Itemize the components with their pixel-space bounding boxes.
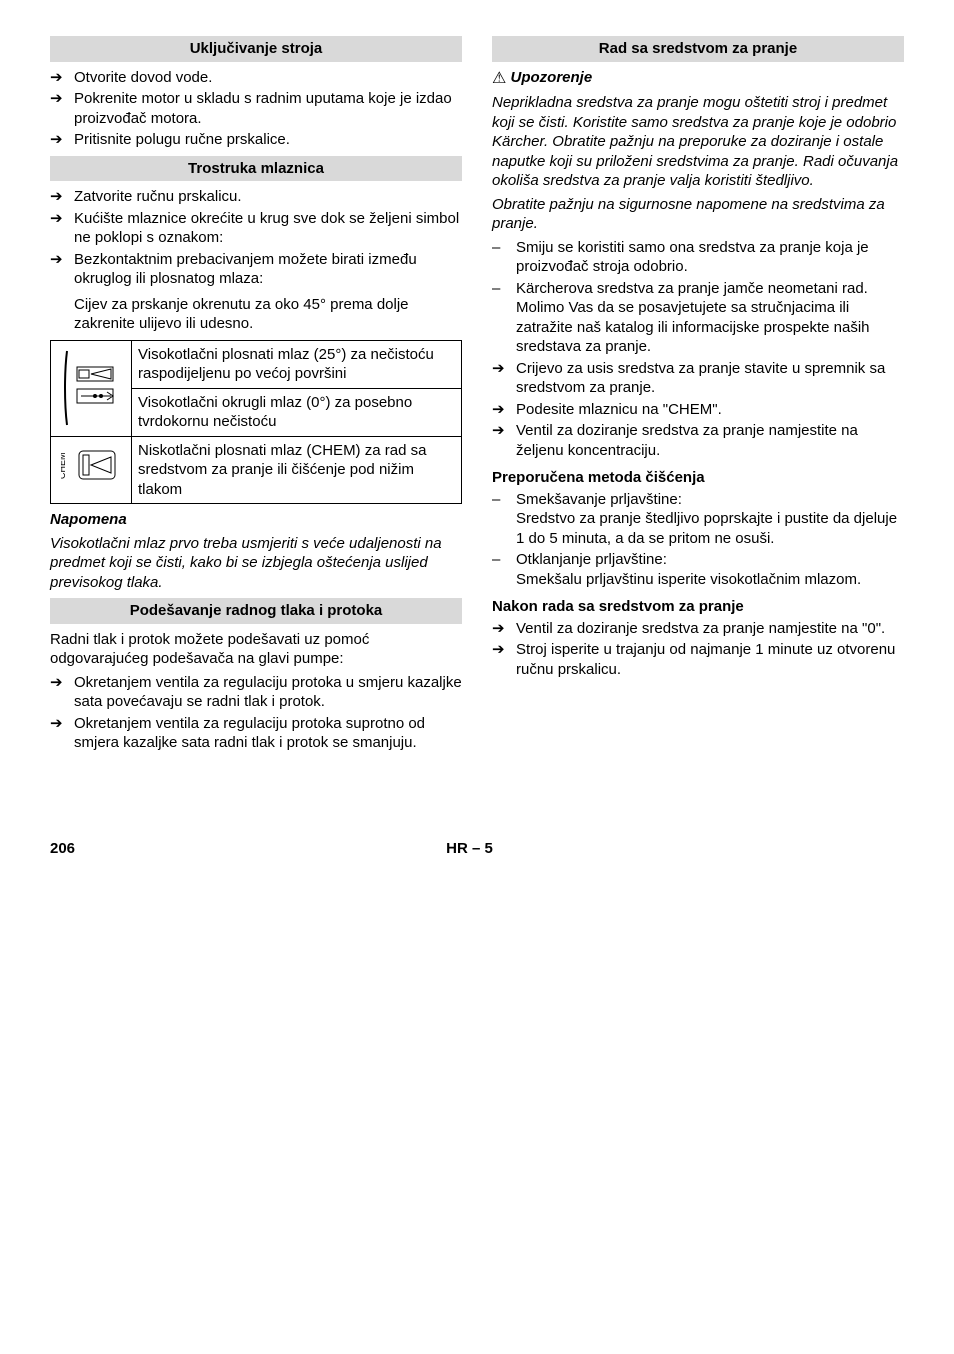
list-item: Kućište mlaznice okrećite u krug sve dok…: [50, 209, 462, 248]
section-header: Trostruka mlaznica: [50, 156, 462, 182]
list-item: Podesite mlaznicu na "CHEM".: [492, 400, 904, 420]
list-item: Smekšavanje prljavštine: Sredstvo za pra…: [492, 490, 904, 549]
list-item: Pokrenite motor u skladu s radnim uputam…: [50, 89, 462, 128]
nozzle-icon-cell: [51, 340, 132, 436]
list-item: Smiju se koristiti samo ona sredstva za …: [492, 238, 904, 277]
arrow-list: Ventil za doziranje sredstva za pranje n…: [492, 619, 904, 680]
page-code: HR – 5: [75, 839, 864, 859]
list-item-body: Smekšalu prljavštinu isperite visokotlač…: [516, 571, 861, 588]
arrow-list: Zatvorite ručnu prskalicu. Kućište mlazn…: [50, 187, 462, 289]
arrow-list: Crijevo za usis sredstva za pranje stavi…: [492, 359, 904, 461]
nozzle-icon-cell: CHEM: [51, 436, 132, 504]
list-item: Bezkontaktnim prebacivanjem možete birat…: [50, 250, 462, 289]
list-item: Otvorite dovod vode.: [50, 68, 462, 88]
list-item: Okretanjem ventila za regulaciju protoka…: [50, 673, 462, 712]
list-item-title: Smekšavanje prljavštine:: [516, 491, 682, 508]
list-item: Otklanjanje prljavštine: Smekšalu prljav…: [492, 550, 904, 589]
list-item: Okretanjem ventila za regulaciju protoka…: [50, 714, 462, 753]
dash-list: Smiju se koristiti samo ona sredstva za …: [492, 238, 904, 357]
svg-text:CHEM: CHEM: [61, 452, 67, 479]
table-cell: Niskotlačni plosnati mlaz (CHEM) za rad …: [132, 436, 462, 504]
indent-text: Cijev za prskanje okrenutu za oko 45° pr…: [50, 295, 462, 334]
page-footer: 206 HR – 5: [50, 839, 904, 859]
arrow-list: Otvorite dovod vode. Pokrenite motor u s…: [50, 68, 462, 150]
list-item-title: Otklanjanje prljavštine:: [516, 551, 667, 568]
section-header: Rad sa sredstvom za pranje: [492, 36, 904, 62]
note-body: Visokotlačni mlaz prvo treba usmjeriti s…: [50, 534, 462, 593]
arrow-list: Okretanjem ventila za regulaciju protoka…: [50, 673, 462, 753]
list-item: Kärcherova sredstva za pranje jamče neom…: [492, 279, 904, 357]
list-item: Stroj isperite u trajanju od najmanje 1 …: [492, 640, 904, 679]
nozzle-chem-icon: CHEM: [61, 441, 121, 491]
nozzle-table: Visokotlačni plosnati mlaz (25°) za neči…: [50, 340, 462, 505]
warning-heading: ⚠ Upozorenje: [492, 68, 904, 90]
list-item: Ventil za doziranje sredstva za pranje n…: [492, 421, 904, 460]
warning-label: Upozorenje: [511, 69, 593, 86]
warning-body: Neprikladna sredstva za pranje mogu ošte…: [492, 93, 904, 191]
table-cell: Visokotlačni plosnati mlaz (25°) za neči…: [132, 340, 462, 388]
list-item: Pritisnite polugu ručne prskalice.: [50, 130, 462, 150]
sub-heading: Nakon rada sa sredstvom za pranje: [492, 597, 904, 617]
list-item-body: Sredstvo za pranje štedljivo poprskajte …: [516, 510, 897, 547]
list-item: Zatvorite ručnu prskalicu.: [50, 187, 462, 207]
table-cell: Visokotlačni okrugli mlaz (0°) za posebn…: [132, 388, 462, 436]
list-item: Ventil za doziranje sredstva za pranje n…: [492, 619, 904, 639]
sub-heading: Preporučena metoda čišćenja: [492, 468, 904, 488]
warning-icon: ⚠: [492, 70, 506, 87]
dash-list: Smekšavanje prljavštine: Sredstvo za pra…: [492, 490, 904, 590]
note-label: Napomena: [50, 510, 462, 530]
nozzle-flat-round-icon: [61, 345, 121, 431]
list-item: Crijevo za usis sredstva za pranje stavi…: [492, 359, 904, 398]
intro-text: Radni tlak i protok možete podešavati uz…: [50, 630, 462, 669]
warning-body: Obratite pažnju na sigurnosne napomene n…: [492, 195, 904, 234]
page-number: 206: [50, 839, 75, 859]
section-header: Podešavanje radnog tlaka i protoka: [50, 598, 462, 624]
section-header: Uključivanje stroja: [50, 36, 462, 62]
